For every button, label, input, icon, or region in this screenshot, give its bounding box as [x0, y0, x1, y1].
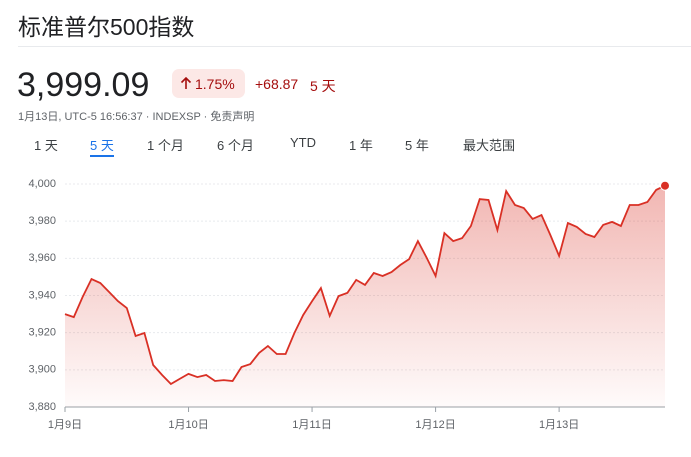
tab-underline	[90, 155, 114, 157]
range-tab[interactable]: 1 年	[349, 138, 373, 153]
info-text: 1月13日, UTC-5 16:56:37 · INDEXSP ·	[18, 111, 211, 123]
x-tick-label: 1月13日	[539, 419, 579, 431]
disclaimer-link[interactable]: 免责声明	[210, 111, 255, 123]
end-dot	[660, 180, 670, 191]
x-tick-label: 1月12日	[415, 419, 455, 431]
area-fill	[65, 185, 665, 407]
change-period: 5 天	[310, 78, 336, 94]
x-tick-label: 1月9日	[48, 419, 82, 431]
range-tab[interactable]: 最大范围	[463, 138, 516, 153]
range-tab[interactable]: 6 个月	[217, 138, 254, 153]
change-badge: 1.75%	[172, 69, 245, 98]
page-title: 标准普尔500指数	[18, 14, 195, 40]
range-tab[interactable]: YTD	[290, 135, 316, 150]
y-tick-label: 3,900	[28, 364, 56, 376]
x-tick-label: 1月10日	[168, 419, 208, 431]
y-tick-label: 3,960	[28, 252, 56, 264]
quote-info: 1月13日, UTC-5 16:56:37 · INDEXSP · 免责声明	[18, 108, 254, 124]
range-tab[interactable]: 1 天	[34, 138, 58, 153]
divider	[18, 46, 691, 47]
change-percent: 1.75%	[195, 76, 235, 92]
y-tick-label: 3,940	[28, 289, 56, 301]
price: 3,999.09	[17, 66, 150, 104]
x-tick-label: 1月11日	[292, 419, 332, 431]
y-tick-label: 3,920	[28, 327, 56, 339]
range-tab[interactable]: 5 天	[90, 138, 114, 153]
up-arrow	[180, 77, 192, 89]
range-tab[interactable]: 1 个月	[147, 138, 184, 153]
y-tick-label: 3,980	[28, 215, 56, 227]
price-line	[64, 184, 666, 386]
change-value: +68.87	[255, 76, 299, 92]
y-tick-label: 3,880	[28, 401, 56, 413]
y-tick-label: 4,000	[28, 178, 56, 190]
range-tab[interactable]: 5 年	[405, 138, 429, 153]
